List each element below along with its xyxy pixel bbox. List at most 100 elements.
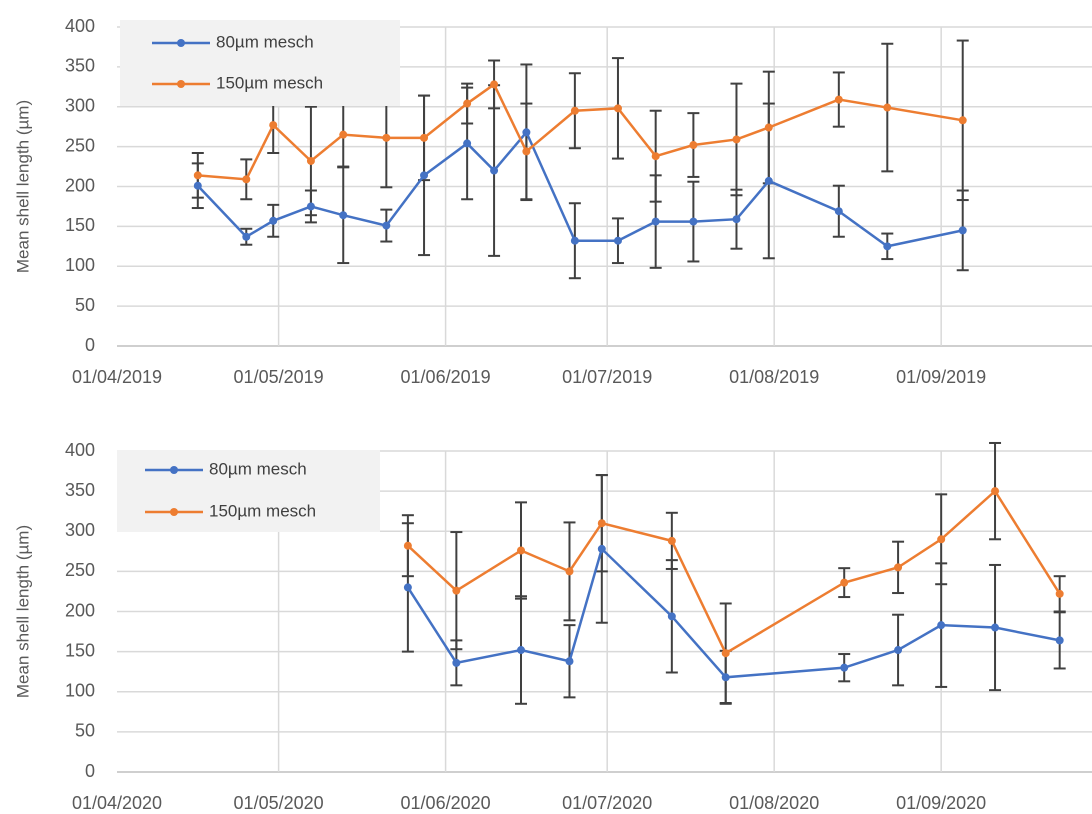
- legend-box: [117, 450, 380, 532]
- data-point: [382, 133, 391, 142]
- data-point: [732, 215, 741, 224]
- data-point: [490, 166, 499, 175]
- data-point: [517, 646, 526, 655]
- data-point: [894, 563, 903, 572]
- series-line: [196, 129, 963, 248]
- legend-box: [120, 20, 400, 106]
- data-point: [1055, 636, 1064, 645]
- data-point: [883, 242, 892, 251]
- y-tick-label: 50: [75, 721, 95, 741]
- data-point: [937, 535, 946, 544]
- data-point: [764, 123, 773, 132]
- legend-label: 80µm mesch: [209, 459, 307, 478]
- legend-marker: [170, 466, 178, 474]
- data-point: [269, 121, 278, 130]
- x-tick-label: 01/09/2020: [896, 793, 986, 813]
- data-point: [883, 103, 892, 112]
- x-tick-label: 01/05/2019: [234, 367, 324, 387]
- data-point: [958, 226, 967, 235]
- x-tick-label: 01/07/2020: [562, 793, 652, 813]
- data-point: [840, 578, 849, 587]
- data-point: [834, 207, 843, 216]
- data-point: [452, 586, 461, 595]
- x-tick-label: 01/06/2019: [401, 367, 491, 387]
- legend-label: 150µm mesch: [209, 501, 316, 520]
- y-tick-label: 250: [65, 560, 95, 580]
- y-tick-label: 200: [65, 175, 95, 195]
- y-axis-label: Mean shell length (µm): [13, 525, 32, 698]
- y-tick-label: 0: [85, 761, 95, 781]
- x-tick-label: 01/05/2020: [234, 793, 324, 813]
- data-point: [721, 649, 730, 658]
- data-point: [420, 133, 429, 142]
- legend-marker: [177, 80, 185, 88]
- data-point: [193, 171, 202, 180]
- data-point: [613, 104, 622, 113]
- data-point: [570, 106, 579, 115]
- data-point: [651, 217, 660, 226]
- data-point: [667, 536, 676, 545]
- data-point: [834, 95, 843, 104]
- data-point: [991, 487, 1000, 496]
- data-point: [991, 623, 1000, 632]
- series-line: [407, 489, 1061, 656]
- data-point: [1055, 589, 1064, 598]
- data-point: [764, 176, 773, 185]
- data-point: [732, 135, 741, 144]
- x-tick-label: 01/08/2019: [729, 367, 819, 387]
- data-point: [565, 567, 574, 576]
- legend-label: 80µm mesch: [216, 32, 314, 51]
- data-point: [597, 544, 606, 553]
- data-point: [382, 221, 391, 230]
- data-point: [242, 175, 251, 184]
- y-tick-label: 200: [65, 600, 95, 620]
- data-point: [452, 658, 461, 667]
- y-tick-label: 50: [75, 295, 95, 315]
- data-point: [193, 181, 202, 190]
- x-tick-label: 01/04/2019: [72, 367, 162, 387]
- data-point: [522, 147, 531, 156]
- data-point: [339, 130, 348, 139]
- data-point: [651, 152, 660, 161]
- data-point: [689, 141, 698, 150]
- y-tick-label: 100: [65, 255, 95, 275]
- data-point: [689, 217, 698, 226]
- y-tick-label: 300: [65, 520, 95, 540]
- x-tick-label: 01/09/2019: [896, 367, 986, 387]
- data-point: [522, 128, 531, 137]
- legend-marker: [170, 508, 178, 516]
- data-point: [565, 657, 574, 666]
- x-tick-label: 01/06/2020: [401, 793, 491, 813]
- data-point: [894, 646, 903, 655]
- data-point: [958, 116, 967, 125]
- y-tick-label: 400: [65, 440, 95, 460]
- data-point: [420, 171, 429, 180]
- data-point: [306, 202, 315, 211]
- data-point: [403, 541, 412, 550]
- data-point: [597, 519, 606, 528]
- x-tick-label: 01/07/2019: [562, 367, 652, 387]
- y-tick-label: 400: [65, 16, 95, 36]
- data-point: [242, 232, 251, 241]
- y-tick-label: 250: [65, 135, 95, 155]
- data-point: [937, 621, 946, 630]
- x-tick-label: 01/08/2020: [729, 793, 819, 813]
- data-point: [269, 216, 278, 225]
- data-point: [339, 211, 348, 220]
- legend-marker: [177, 39, 185, 47]
- data-point: [570, 236, 579, 245]
- data-point: [463, 99, 472, 108]
- data-point: [667, 612, 676, 621]
- data-point: [517, 546, 526, 555]
- data-point: [721, 673, 730, 682]
- y-tick-label: 150: [65, 640, 95, 660]
- series-line: [406, 546, 1060, 679]
- y-tick-label: 0: [85, 335, 95, 355]
- data-point: [306, 156, 315, 165]
- y-tick-label: 350: [65, 480, 95, 500]
- data-point: [403, 583, 412, 592]
- y-axis-label: Mean shell length (µm): [13, 100, 32, 273]
- data-point: [463, 139, 472, 148]
- x-tick-label: 01/04/2020: [72, 793, 162, 813]
